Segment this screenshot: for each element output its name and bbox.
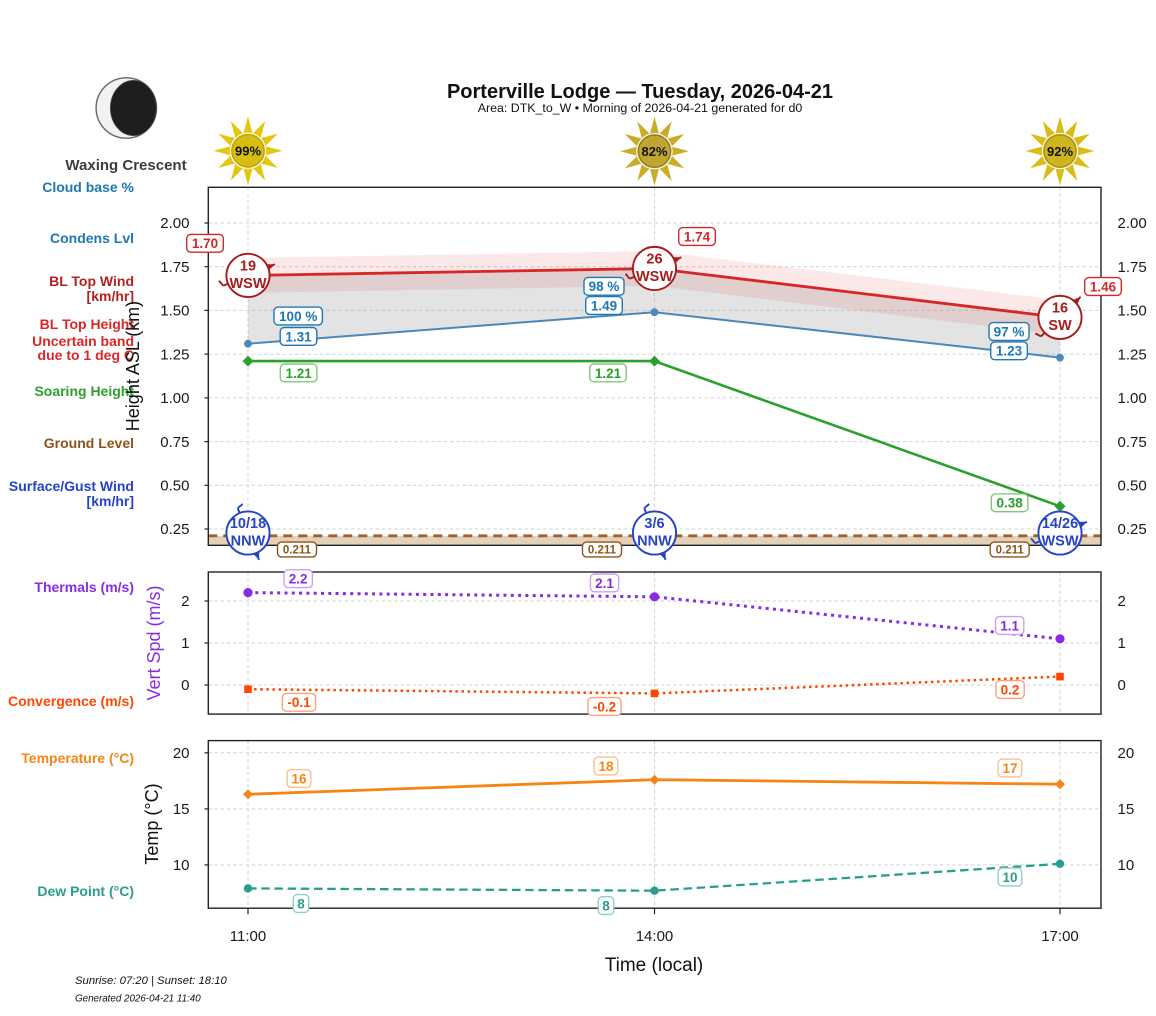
svg-text:98 %: 98 %: [589, 279, 620, 294]
svg-text:BL Top Height: BL Top Height: [40, 316, 135, 332]
svg-text:1.00: 1.00: [1118, 390, 1147, 407]
svg-text:Cloud base %: Cloud base %: [42, 179, 134, 195]
svg-text:[km/hr]: [km/hr]: [87, 288, 134, 304]
svg-text:16: 16: [1052, 300, 1068, 316]
svg-text:Generated 2026-04-21 11:40: Generated 2026-04-21 11:40: [75, 994, 201, 1005]
svg-text:1: 1: [181, 635, 189, 652]
svg-text:Surface/Gust Wind: Surface/Gust Wind: [9, 478, 134, 494]
svg-text:16: 16: [291, 771, 307, 786]
svg-text:Convergence (m/s): Convergence (m/s): [8, 693, 134, 709]
svg-text:15: 15: [173, 801, 190, 818]
svg-text:1.70: 1.70: [192, 236, 218, 251]
svg-text:WSW: WSW: [1041, 534, 1078, 550]
svg-text:[km/hr]: [km/hr]: [87, 493, 134, 509]
svg-text:2: 2: [1118, 593, 1126, 610]
svg-text:10: 10: [173, 857, 190, 874]
svg-text:0.50: 0.50: [1118, 478, 1147, 495]
svg-text:20: 20: [1118, 745, 1135, 762]
svg-text:BL Top Wind: BL Top Wind: [49, 273, 134, 289]
svg-text:3/6: 3/6: [644, 516, 664, 532]
svg-text:10: 10: [1118, 857, 1135, 874]
svg-text:99%: 99%: [235, 144, 261, 159]
svg-text:Height ASL (km): Height ASL (km): [123, 301, 143, 431]
svg-text:-0.2: -0.2: [593, 699, 616, 714]
svg-text:14:00: 14:00: [636, 928, 674, 945]
svg-text:Vert Spd (m/s): Vert Spd (m/s): [144, 585, 164, 700]
svg-text:2.00: 2.00: [160, 215, 189, 232]
svg-text:Area: DTK_to_W • Morning of 20: Area: DTK_to_W • Morning of 2026-04-21 g…: [478, 101, 803, 115]
svg-text:82%: 82%: [641, 144, 667, 159]
svg-text:92%: 92%: [1047, 144, 1073, 159]
svg-text:0: 0: [1118, 677, 1126, 694]
svg-text:Soaring Height: Soaring Height: [34, 383, 134, 399]
svg-text:Condens Lvl: Condens Lvl: [50, 230, 134, 246]
svg-text:Temp (°C): Temp (°C): [142, 783, 162, 864]
svg-text:19: 19: [240, 258, 256, 274]
svg-text:WSW: WSW: [636, 269, 673, 285]
svg-text:Ground Level: Ground Level: [44, 435, 134, 451]
svg-text:2.00: 2.00: [1118, 215, 1147, 232]
svg-text:0.75: 0.75: [160, 434, 189, 451]
svg-text:15: 15: [1118, 801, 1135, 818]
svg-text:Thermals (m/s): Thermals (m/s): [34, 579, 134, 595]
svg-text:0: 0: [181, 677, 189, 694]
svg-text:Dew Point (°C): Dew Point (°C): [37, 883, 134, 899]
svg-text:WSW: WSW: [229, 276, 266, 292]
svg-text:NNW: NNW: [231, 534, 266, 550]
svg-text:1.23: 1.23: [996, 344, 1023, 359]
svg-text:0.211: 0.211: [996, 545, 1025, 557]
svg-text:Uncertain band: Uncertain band: [32, 333, 134, 349]
svg-text:1: 1: [1118, 635, 1126, 652]
svg-text:1.25: 1.25: [1118, 346, 1147, 363]
svg-text:1.21: 1.21: [285, 366, 312, 381]
svg-text:due to 1 deg C: due to 1 deg C: [38, 347, 134, 363]
svg-text:1.75: 1.75: [1118, 259, 1147, 276]
svg-text:10/18: 10/18: [230, 516, 266, 532]
svg-text:10: 10: [1002, 870, 1017, 885]
svg-text:1.21: 1.21: [595, 366, 622, 381]
svg-text:0.25: 0.25: [1118, 521, 1147, 538]
svg-text:0.75: 0.75: [1118, 434, 1147, 451]
svg-text:17:00: 17:00: [1041, 928, 1079, 945]
svg-text:11:00: 11:00: [230, 928, 266, 945]
svg-text:0.211: 0.211: [588, 545, 617, 557]
svg-text:0.38: 0.38: [996, 496, 1023, 511]
svg-text:0.50: 0.50: [160, 478, 189, 495]
svg-text:17: 17: [1002, 761, 1017, 776]
svg-text:20: 20: [173, 745, 190, 762]
svg-text:18: 18: [598, 759, 614, 774]
svg-text:Temperature (°C): Temperature (°C): [21, 750, 134, 766]
svg-text:97 %: 97 %: [994, 324, 1025, 339]
svg-text:NNW: NNW: [637, 534, 672, 550]
svg-text:1.31: 1.31: [285, 329, 312, 344]
svg-text:Waxing Crescent: Waxing Crescent: [65, 157, 186, 174]
svg-text:8: 8: [602, 899, 610, 914]
svg-text:1.50: 1.50: [1118, 303, 1147, 320]
svg-text:1.75: 1.75: [160, 259, 189, 276]
svg-text:SW: SW: [1048, 318, 1072, 334]
svg-text:1.00: 1.00: [160, 390, 189, 407]
svg-text:1.50: 1.50: [160, 303, 189, 320]
svg-text:1.74: 1.74: [684, 229, 711, 244]
svg-text:8: 8: [297, 896, 305, 911]
svg-text:Sunrise: 07:20 | Sunset: 18:10: Sunrise: 07:20 | Sunset: 18:10: [75, 975, 227, 987]
svg-text:100 %: 100 %: [279, 309, 317, 324]
svg-text:Time (local): Time (local): [605, 955, 704, 976]
svg-text:2.1: 2.1: [595, 576, 614, 591]
svg-text:-0.1: -0.1: [287, 695, 311, 710]
svg-text:0.211: 0.211: [283, 545, 312, 557]
svg-text:0.25: 0.25: [160, 521, 189, 538]
svg-text:26: 26: [646, 251, 662, 267]
svg-text:14/26: 14/26: [1042, 516, 1078, 532]
svg-text:1.46: 1.46: [1090, 279, 1117, 294]
svg-text:2: 2: [181, 593, 189, 610]
svg-text:2.2: 2.2: [289, 572, 308, 587]
svg-text:1.25: 1.25: [160, 346, 189, 363]
svg-text:1.49: 1.49: [591, 298, 617, 313]
svg-text:1.1: 1.1: [1000, 618, 1019, 633]
svg-text:0.2: 0.2: [1001, 682, 1020, 697]
svg-text:Porterville Lodge — Tuesday, 2: Porterville Lodge — Tuesday, 2026-04-21: [447, 81, 833, 103]
